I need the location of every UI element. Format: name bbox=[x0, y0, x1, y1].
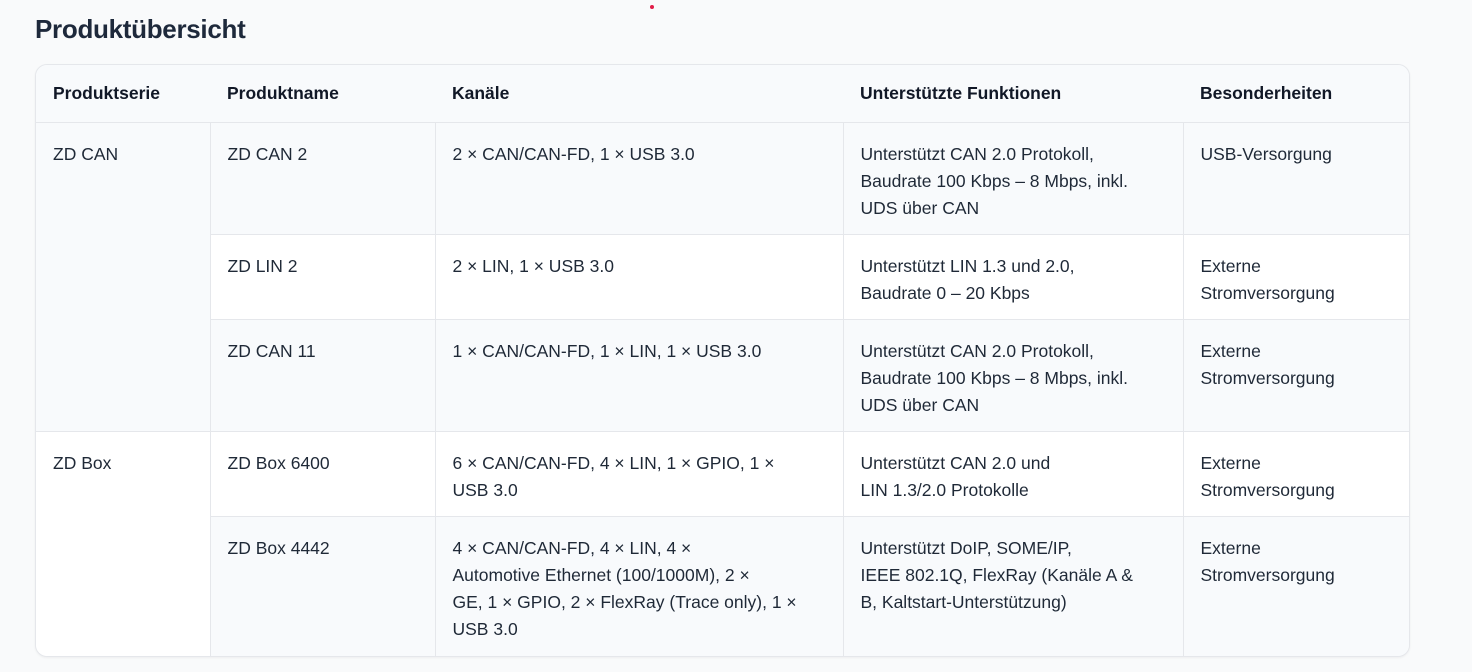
product-name-cell: ZD CAN 2 bbox=[209, 122, 435, 235]
table-row: ZD LIN 2 2 × LIN, 1 × USB 3.0 Unterstütz… bbox=[36, 234, 1409, 320]
table-row: ZD CAN 11 1 × CAN/CAN-FD, 1 × LIN, 1 × U… bbox=[36, 319, 1409, 432]
features-cell: Externe Stromversorgung bbox=[1182, 516, 1409, 656]
product-table: Produktserie Produktname Kanäle Unterstü… bbox=[36, 65, 1409, 656]
channels-cell: 2 × LIN, 1 × USB 3.0 bbox=[434, 234, 843, 320]
channels-cell: 6 × CAN/CAN-FD, 4 × LIN, 1 × GPIO, 1 × U… bbox=[434, 431, 843, 517]
table-header-row: Produktserie Produktname Kanäle Unterstü… bbox=[36, 65, 1409, 123]
functions-cell: Unterstützt LIN 1.3 und 2.0, Baudrate 0 … bbox=[842, 234, 1183, 320]
page-title: Produktübersicht bbox=[35, 14, 246, 44]
functions-cell: Unterstützt CAN 2.0 und LIN 1.3/2.0 Prot… bbox=[842, 431, 1183, 517]
product-name-cell: ZD Box 6400 bbox=[209, 431, 435, 517]
table-row: ZD CAN ZD CAN 2 2 × CAN/CAN-FD, 1 × USB … bbox=[36, 122, 1409, 432]
header-produktname: Produktname bbox=[210, 65, 435, 123]
red-dot-marker bbox=[650, 5, 654, 9]
table-row: ZD Box ZD Box 6400 6 × CAN/CAN-FD, 4 × L… bbox=[36, 431, 1409, 656]
header-kanaele: Kanäle bbox=[435, 65, 843, 123]
header-funktionen: Unterstützte Funktionen bbox=[843, 65, 1183, 123]
series-cell: ZD CAN bbox=[36, 122, 210, 432]
table-row: ZD Box 4442 4 × CAN/CAN-FD, 4 × LIN, 4 ×… bbox=[36, 516, 1409, 656]
features-cell: Externe Stromversorgung bbox=[1182, 319, 1409, 432]
product-table-container: Produktserie Produktname Kanäle Unterstü… bbox=[35, 64, 1410, 657]
features-cell: Externe Stromversorgung bbox=[1182, 234, 1409, 320]
product-name-cell: ZD LIN 2 bbox=[209, 234, 435, 320]
product-name-cell: ZD CAN 11 bbox=[209, 319, 435, 432]
channels-cell: 4 × CAN/CAN-FD, 4 × LIN, 4 × Automotive … bbox=[434, 516, 843, 656]
series-cell: ZD Box bbox=[36, 431, 210, 656]
channels-cell: 1 × CAN/CAN-FD, 1 × LIN, 1 × USB 3.0 bbox=[434, 319, 843, 432]
header-besonderheiten: Besonderheiten bbox=[1183, 65, 1409, 123]
functions-cell: Unterstützt CAN 2.0 Protokoll, Baudrate … bbox=[842, 319, 1183, 432]
product-name-cell: ZD Box 4442 bbox=[209, 516, 435, 656]
functions-cell: Unterstützt CAN 2.0 Protokoll, Baudrate … bbox=[842, 122, 1183, 235]
features-cell: USB-Versorgung bbox=[1182, 122, 1409, 235]
header-produktserie: Produktserie bbox=[36, 65, 210, 123]
functions-cell: Unterstützt DoIP, SOME/IP, IEEE 802.1Q, … bbox=[842, 516, 1183, 656]
channels-cell: 2 × CAN/CAN-FD, 1 × USB 3.0 bbox=[434, 122, 843, 235]
features-cell: Externe Stromversorgung bbox=[1182, 431, 1409, 517]
